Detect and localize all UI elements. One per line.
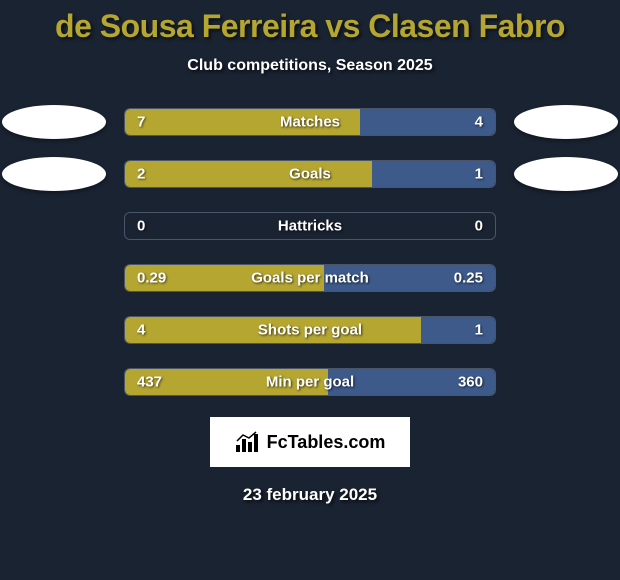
stat-row: 7 4 Matches — [0, 105, 620, 139]
stat-row: 0 0 Hattricks — [0, 209, 620, 243]
stat-bar: 4 1 Shots per goal — [124, 316, 496, 344]
team-badge-left — [2, 105, 106, 139]
stat-bar: 2 1 Goals — [124, 160, 496, 188]
stat-bar: 0 0 Hattricks — [124, 212, 496, 240]
badge-placeholder — [514, 261, 618, 295]
team-badge-right — [514, 157, 618, 191]
page-title: de Sousa Ferreira vs Clasen Fabro — [0, 8, 620, 45]
badge-placeholder — [2, 209, 106, 243]
stat-bar: 7 4 Matches — [124, 108, 496, 136]
badge-placeholder — [514, 365, 618, 399]
chart-bars-icon — [235, 431, 261, 453]
stat-value-right: 4 — [475, 114, 483, 131]
badge-placeholder — [2, 313, 106, 347]
stat-value-right: 360 — [458, 374, 483, 391]
stat-row: 0.29 0.25 Goals per match — [0, 261, 620, 295]
team-badge-left — [2, 157, 106, 191]
footer-date: 23 february 2025 — [0, 485, 620, 505]
stat-value-left: 437 — [137, 374, 162, 391]
stat-value-left: 4 — [137, 322, 145, 339]
stat-value-right: 0 — [475, 218, 483, 235]
stat-row: 2 1 Goals — [0, 157, 620, 191]
comparison-card: de Sousa Ferreira vs Clasen Fabro Club c… — [0, 0, 620, 505]
stat-label: Goals per match — [251, 270, 369, 287]
badge-placeholder — [2, 365, 106, 399]
stat-label: Hattricks — [278, 218, 342, 235]
stats-list: 7 4 Matches 2 1 Goals 0 0 Hattricks 0.29 0.25 Goals… — [0, 105, 620, 399]
stat-label: Shots per goal — [258, 322, 362, 339]
stat-label: Min per goal — [266, 374, 354, 391]
brand-label: FcTables.com — [267, 432, 386, 453]
badge-placeholder — [514, 313, 618, 347]
stat-label: Matches — [280, 114, 340, 131]
brand-box[interactable]: FcTables.com — [210, 417, 410, 467]
stat-value-left: 2 — [137, 166, 145, 183]
bar-right-fill — [421, 317, 495, 343]
stat-value-right: 0.25 — [454, 270, 483, 287]
badge-placeholder — [2, 261, 106, 295]
stat-value-right: 1 — [475, 322, 483, 339]
team-badge-right — [514, 105, 618, 139]
badge-placeholder — [514, 209, 618, 243]
bar-left-fill — [125, 161, 372, 187]
stat-value-left: 0.29 — [137, 270, 166, 287]
stat-row: 437 360 Min per goal — [0, 365, 620, 399]
stat-bar: 0.29 0.25 Goals per match — [124, 264, 496, 292]
stat-value-left: 0 — [137, 218, 145, 235]
subtitle: Club competitions, Season 2025 — [0, 57, 620, 75]
stat-bar: 437 360 Min per goal — [124, 368, 496, 396]
stat-row: 4 1 Shots per goal — [0, 313, 620, 347]
stat-value-left: 7 — [137, 114, 145, 131]
stat-value-right: 1 — [475, 166, 483, 183]
stat-label: Goals — [289, 166, 331, 183]
